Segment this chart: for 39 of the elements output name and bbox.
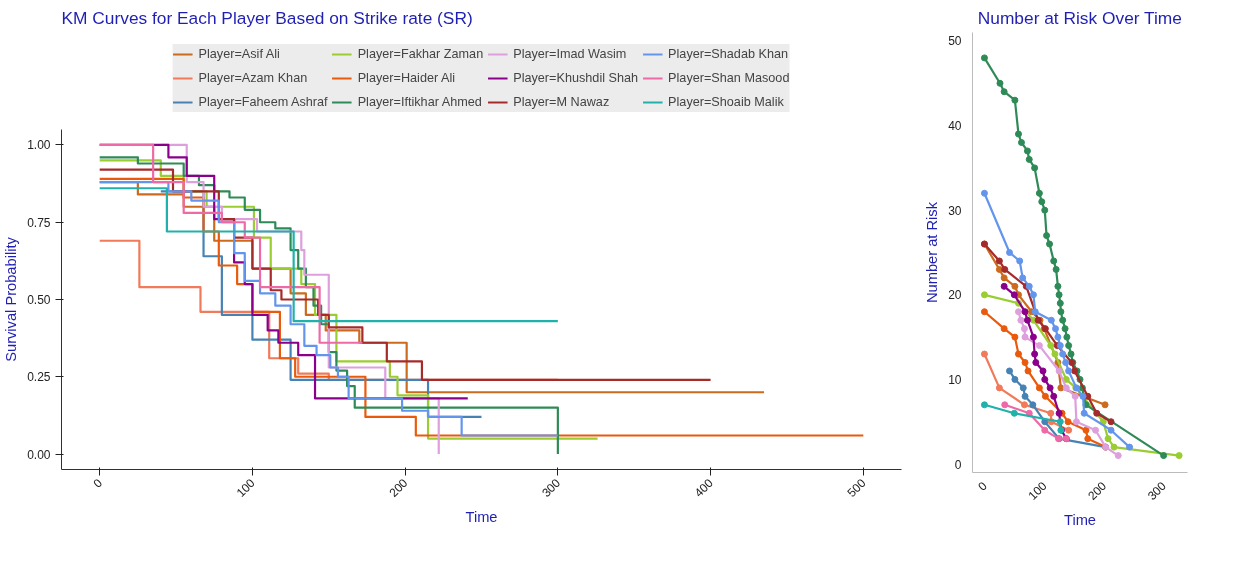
x-tick-label: 300 [539, 475, 564, 500]
legend-label: Player=Shadab Khan [668, 47, 789, 61]
y-tick-label: 30 [948, 203, 962, 218]
y-tick-label: 20 [948, 288, 962, 303]
y-tick-label: 0.50 [27, 293, 51, 307]
y-tick-label: 0 [954, 457, 962, 472]
legend-label: Player=Imad Wasim [513, 47, 627, 61]
x-tick-label: 200 [386, 475, 411, 500]
x-axis-title: Time [1063, 512, 1097, 529]
y-tick-label: 50 [948, 34, 962, 49]
y-tick-label: 0.00 [27, 447, 51, 462]
x-tick-label: 0 [90, 475, 106, 491]
legend-label: Player=Iftikhar Ahmed [357, 95, 482, 109]
chart-title: KM Curves for Each Player Based on Strike rate (SR) [61, 7, 473, 28]
y-tick-label: 0.75 [27, 215, 51, 230]
y-axis-title: Survival Probability [3, 236, 20, 362]
x-tick-label: 400 [691, 475, 717, 500]
legend-label: Player=Khushdil Shah [513, 71, 639, 85]
chart-title: Number at Risk Over Time [977, 7, 1182, 28]
legend-label: Player=Faheem Ashraf [198, 95, 328, 109]
legend-label: Player=Shan Masood [668, 71, 790, 85]
y-tick-label: 40 [948, 119, 962, 134]
x-axis-title: Time [465, 509, 498, 526]
x-tick-label: 100 [1025, 478, 1050, 503]
x-tick-label: 500 [844, 475, 869, 500]
legend-label: Player=Asif Ali [198, 47, 280, 61]
legend-label: Player=Fakhar Zaman [357, 47, 484, 61]
y-tick-label: 10 [948, 372, 962, 387]
y-axis-title: Number at Risk [924, 201, 941, 303]
x-tick-label: 300 [1144, 478, 1170, 503]
x-tick-label: 100 [233, 475, 258, 500]
legend-label: Player=Azam Khan [198, 71, 308, 85]
x-tick-label: 200 [1085, 478, 1110, 503]
legend-label: Player=Shoaib Malik [668, 95, 784, 109]
y-tick-label: 0.25 [27, 370, 51, 385]
y-tick-label: 1.00 [27, 138, 51, 153]
legend-label: Player=Haider Ali [357, 71, 456, 85]
legend-label: Player=M Nawaz [513, 95, 610, 109]
x-tick-label: 0 [975, 478, 990, 494]
